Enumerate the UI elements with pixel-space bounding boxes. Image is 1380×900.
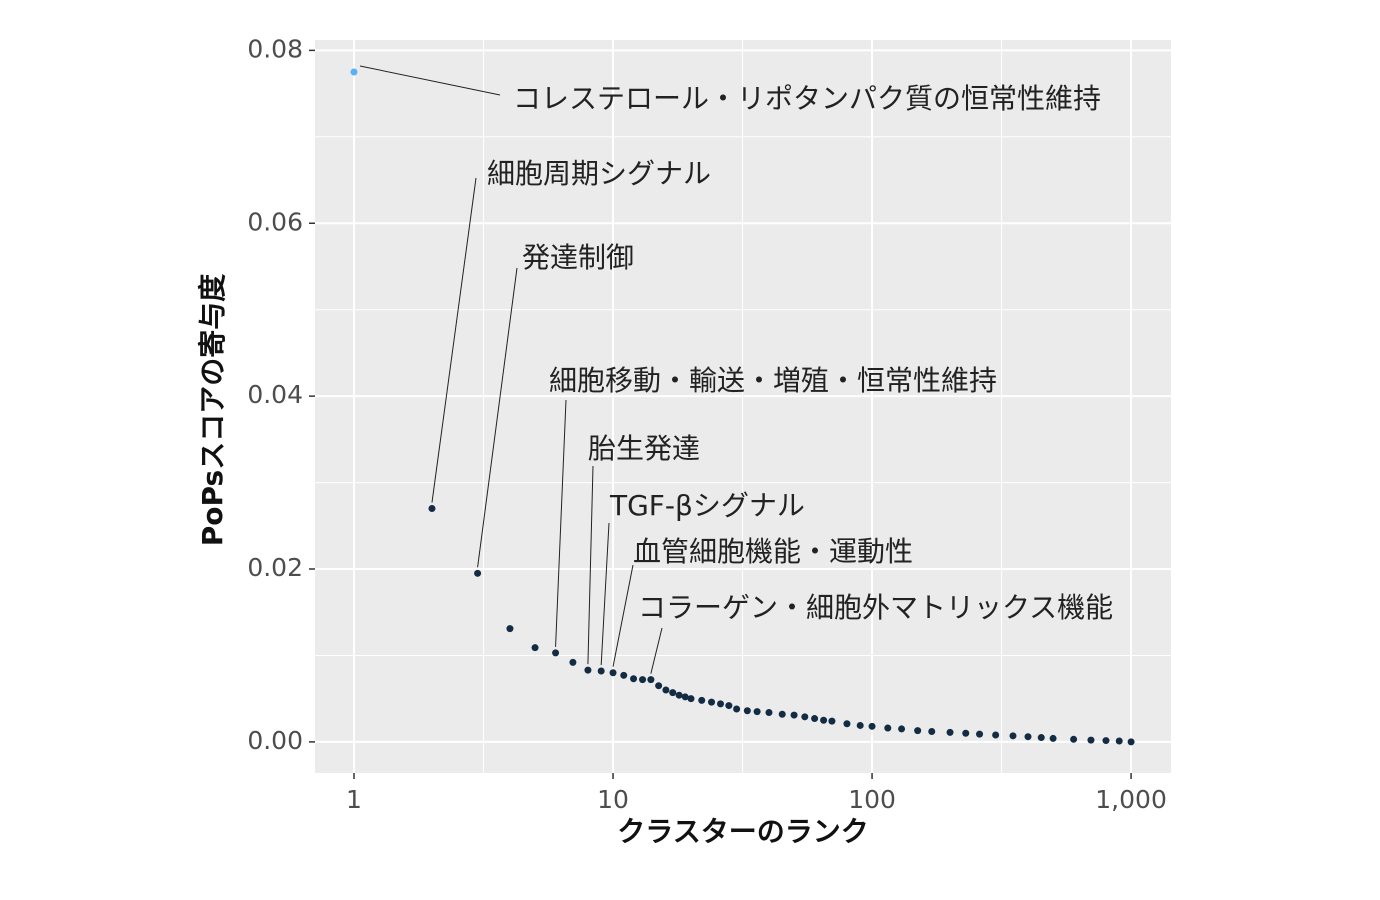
point xyxy=(1024,733,1032,741)
points xyxy=(350,68,1135,746)
annotation-label: 発達制御 xyxy=(522,241,634,274)
point xyxy=(778,710,786,718)
point xyxy=(868,722,876,730)
point xyxy=(597,667,605,675)
point xyxy=(1009,732,1017,740)
y-tick-label: 0.02 xyxy=(247,553,303,582)
point xyxy=(962,729,970,737)
point xyxy=(708,698,716,706)
y-tick-label: 0.00 xyxy=(247,726,303,755)
point xyxy=(946,728,954,736)
leader-line xyxy=(600,522,610,666)
point xyxy=(790,711,798,719)
point xyxy=(506,625,514,633)
x-tick-label: 1,000 xyxy=(1095,785,1167,814)
leader-line xyxy=(431,177,477,503)
x-tick-label: 1 xyxy=(346,785,362,814)
y-tick-label: 0.08 xyxy=(247,34,303,63)
point xyxy=(884,724,892,732)
point xyxy=(856,721,864,729)
point xyxy=(717,700,725,708)
leader-line xyxy=(587,465,594,665)
point xyxy=(992,731,1000,739)
point xyxy=(765,708,773,716)
point xyxy=(753,708,761,716)
point xyxy=(820,716,828,724)
point xyxy=(620,671,628,679)
leader-line xyxy=(555,399,567,647)
point xyxy=(1049,734,1057,742)
y-axis-title: PoPsスコアの寄与度 xyxy=(196,274,229,546)
leader-line xyxy=(477,267,518,568)
point xyxy=(1127,738,1135,746)
point xyxy=(569,658,577,666)
leader-line xyxy=(612,564,634,667)
point xyxy=(350,68,358,76)
point xyxy=(552,649,560,657)
point xyxy=(698,696,706,704)
point xyxy=(801,713,809,721)
annotations: コレステロール・リポタンパク質の恒常性維持細胞周期シグナル発達制御細胞移動・輸送… xyxy=(359,65,1113,674)
x-axis-title: クラスターのランク xyxy=(617,815,868,848)
point xyxy=(1087,736,1095,744)
point xyxy=(662,686,670,694)
point xyxy=(733,705,741,713)
y-tick-label: 0.06 xyxy=(247,207,303,236)
annotation-label: コラーゲン・細胞外マトリックス機能 xyxy=(638,591,1113,624)
point xyxy=(743,707,751,715)
point xyxy=(428,504,436,512)
annotation-label: 細胞移動・輸送・増殖・恒常性維持 xyxy=(549,364,997,397)
point xyxy=(584,666,592,674)
leader-line xyxy=(650,627,663,674)
leader-line xyxy=(359,65,501,96)
point xyxy=(655,682,663,690)
point xyxy=(811,715,819,723)
point xyxy=(647,676,655,684)
point xyxy=(687,695,695,703)
point xyxy=(1102,737,1110,745)
point xyxy=(898,725,906,733)
point xyxy=(681,693,689,701)
point xyxy=(669,689,677,697)
annotation-label: 胎生発達 xyxy=(588,432,700,465)
point xyxy=(1070,735,1078,743)
point xyxy=(725,702,733,710)
x-tick-label: 10 xyxy=(597,785,629,814)
point xyxy=(828,717,836,725)
annotation-label: 血管細胞機能・運動性 xyxy=(633,535,913,568)
point xyxy=(474,569,482,577)
annotation-label: 細胞周期シグナル xyxy=(487,157,711,190)
point xyxy=(928,728,936,736)
point xyxy=(1037,734,1045,742)
annotation-label: TGF-βシグナル xyxy=(609,489,805,522)
point xyxy=(843,720,851,728)
point xyxy=(609,669,617,677)
point xyxy=(639,676,647,684)
point xyxy=(630,675,638,683)
annotation-label: コレステロール・リポタンパク質の恒常性維持 xyxy=(513,82,1101,115)
point xyxy=(1115,737,1123,745)
point xyxy=(914,727,922,735)
point xyxy=(531,644,539,652)
point xyxy=(675,691,683,699)
y-tick-label: 0.04 xyxy=(247,380,303,409)
x-tick-label: 100 xyxy=(848,785,896,814)
point xyxy=(976,730,984,738)
